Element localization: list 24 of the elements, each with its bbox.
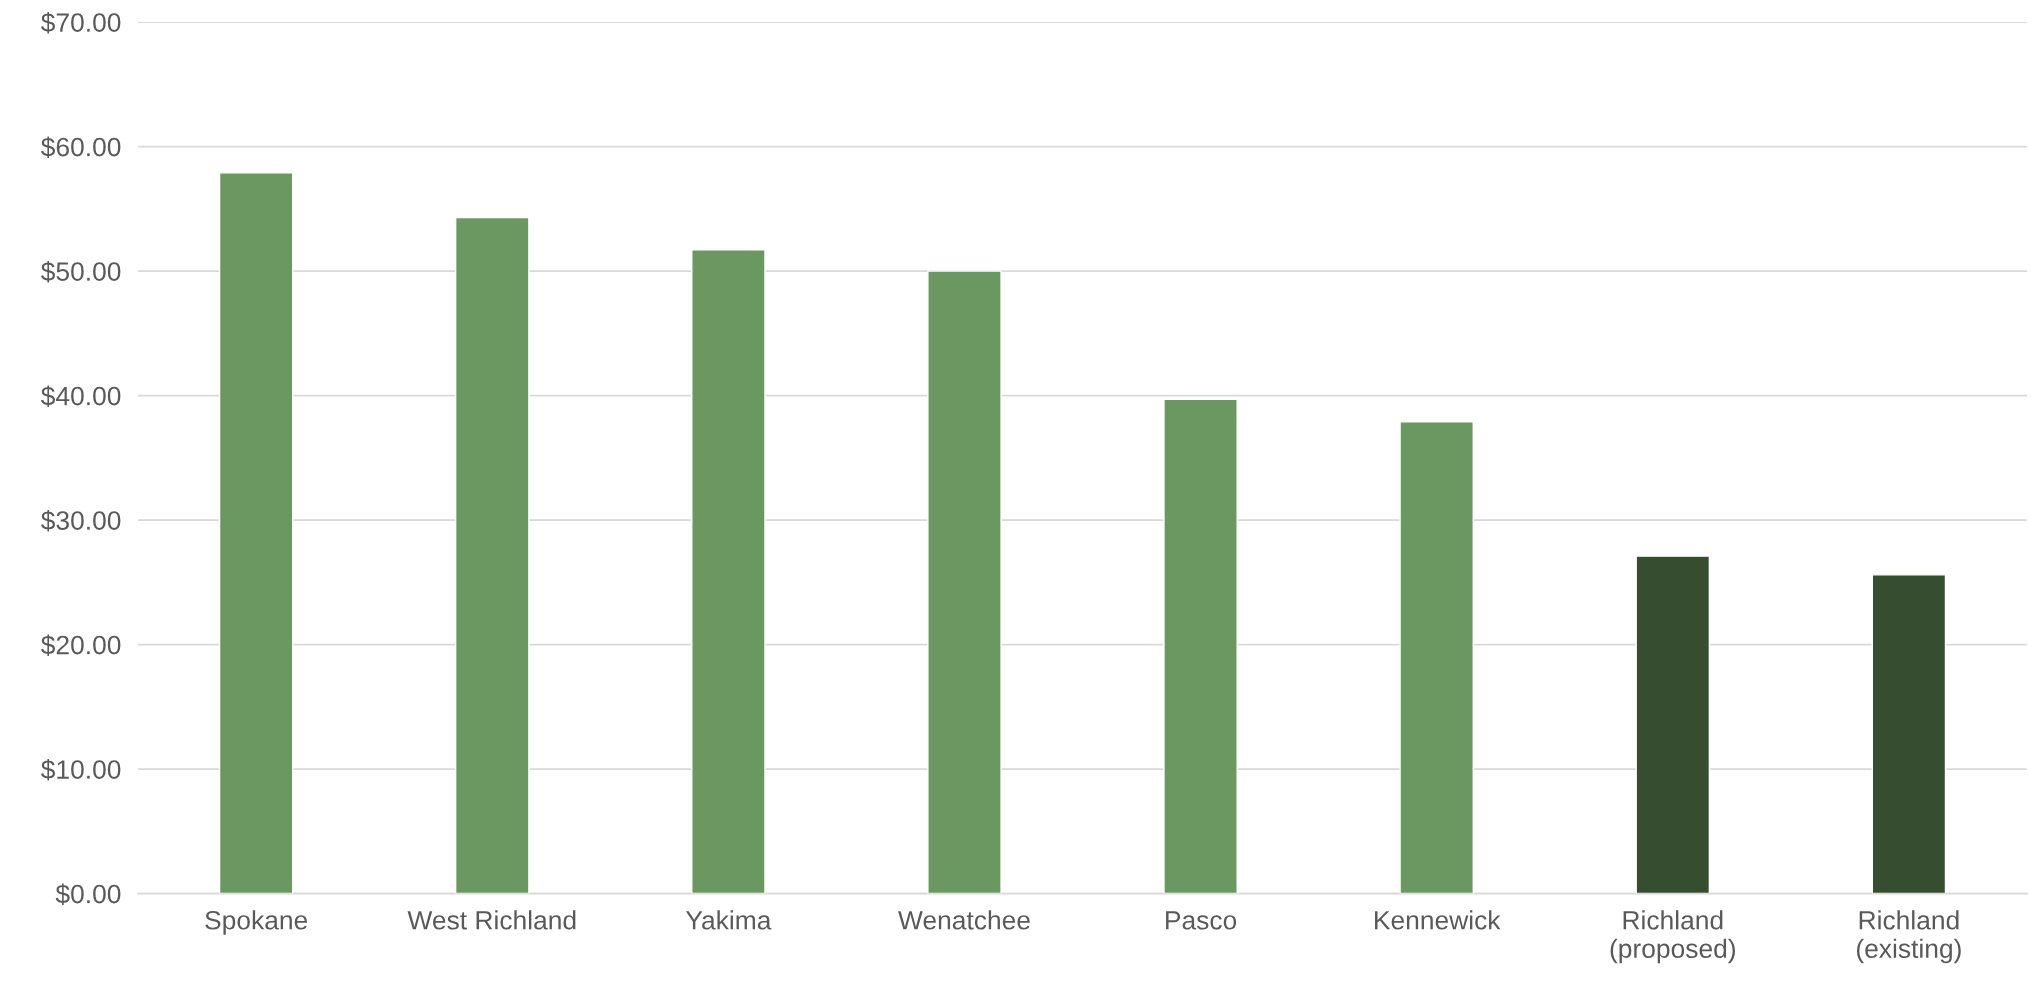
- x-tick-label: Richland (existing): [1857, 910, 1961, 964]
- bar: [1399, 421, 1474, 894]
- x-tick-label: Yakima: [685, 910, 772, 930]
- y-tick-label: $70.00: [41, 12, 121, 34]
- bar: [691, 249, 766, 894]
- y-tick-label: $20.00: [41, 634, 121, 656]
- bar: [1871, 574, 1947, 894]
- x-tick-label: Wenatchee: [898, 910, 1030, 930]
- x-tick-label: Pasco: [1166, 911, 1237, 930]
- x-tick-label: Richland (proposed): [1610, 910, 1735, 964]
- y-tick-label: $30.00: [41, 510, 121, 532]
- y-tick-label: $0.00: [55, 883, 121, 905]
- bar: [927, 270, 1002, 894]
- bar: [1163, 398, 1238, 894]
- y-tick-label: $60.00: [41, 136, 121, 158]
- bar: [1635, 555, 1711, 894]
- bar: [454, 216, 530, 894]
- x-tick-label: West Richland: [407, 910, 576, 930]
- x-tick-label: Spokane: [205, 910, 308, 935]
- x-tick-label: Kennewick: [1375, 910, 1501, 930]
- bar: [218, 172, 294, 894]
- y-tick-label: $40.00: [41, 385, 121, 407]
- y-tick-label: $10.00: [41, 759, 121, 781]
- y-tick-label: $50.00: [41, 261, 121, 283]
